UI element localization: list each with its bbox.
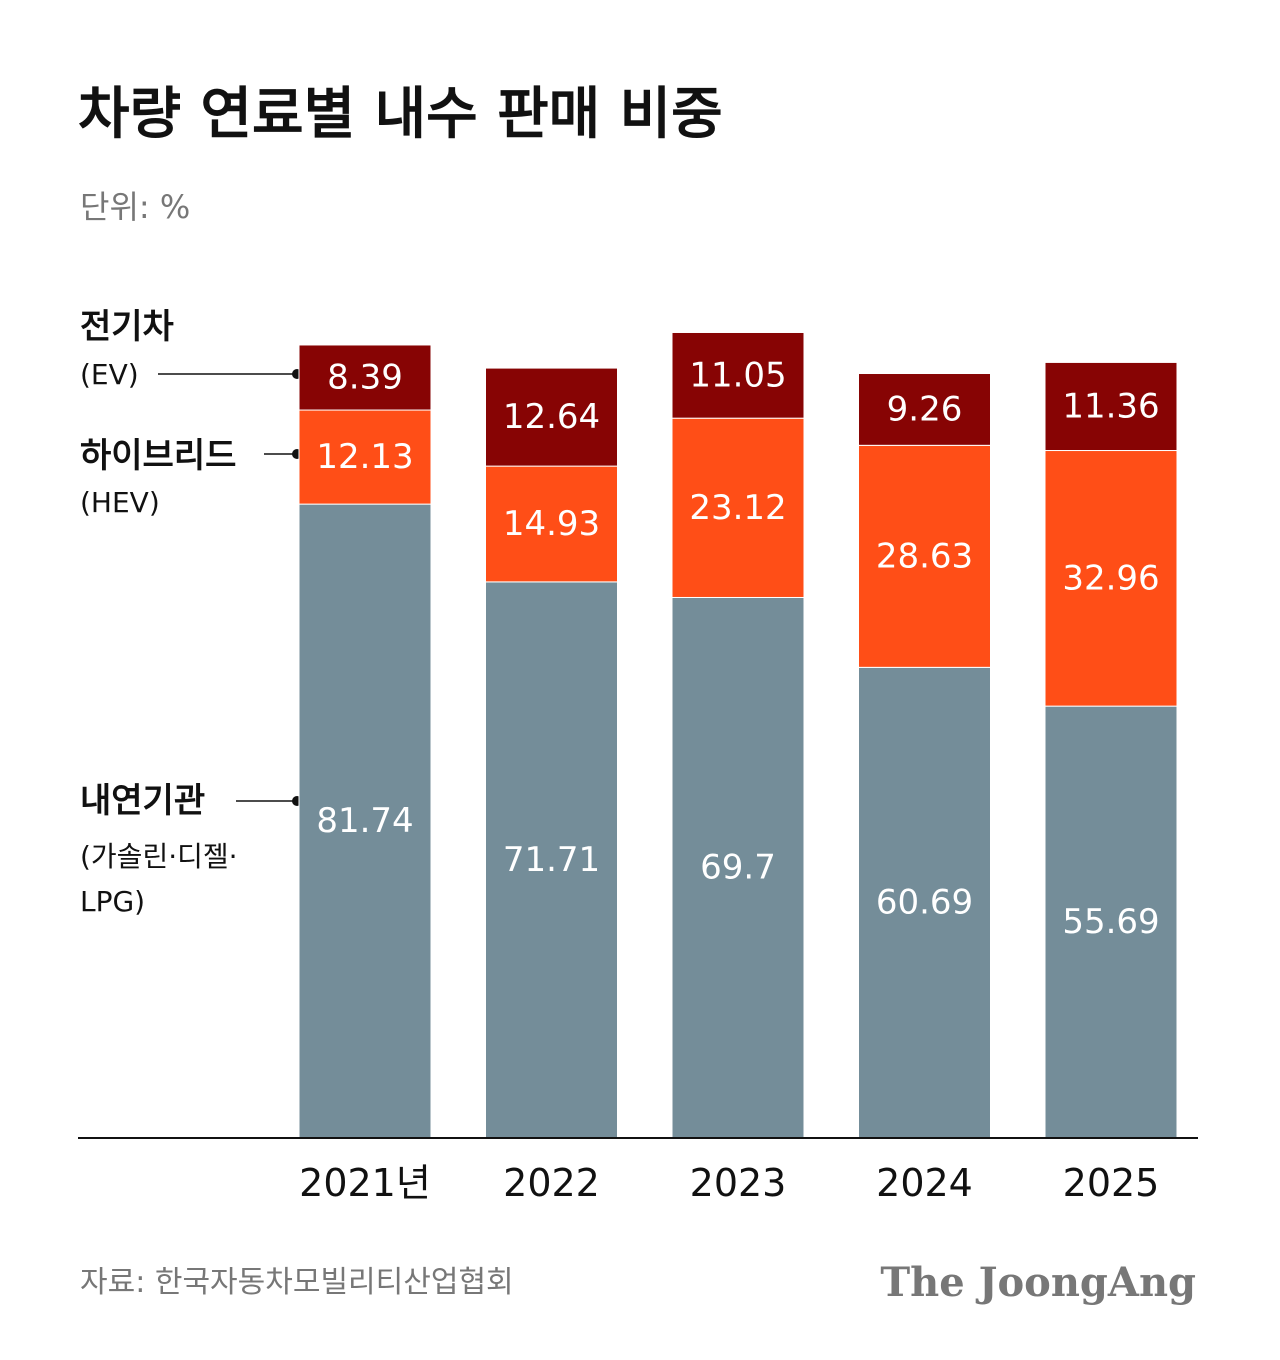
data-label-hev: 23.12	[689, 488, 786, 528]
data-label-ice: 81.74	[316, 801, 413, 841]
data-label-ice: 60.69	[876, 883, 973, 923]
legend-hev-name: 하이브리드	[80, 436, 236, 476]
data-label-ev: 8.39	[327, 358, 403, 398]
bar-ice	[1044, 705, 1178, 1139]
legend-ev-sub: (EV)	[80, 358, 139, 391]
legend-ice-sub2: LPG)	[80, 885, 145, 918]
legend-ev: 전기차 (EV)	[80, 307, 302, 391]
x-tick-label: 2021년	[299, 1161, 431, 1205]
data-label-ev: 11.36	[1062, 386, 1159, 426]
data-label-hev: 32.96	[1062, 558, 1159, 598]
data-label-ice: 69.7	[700, 848, 776, 888]
bars: 81.74 12.13 8.39 71.71 14.93 12.64 69.7 23.12 11…	[298, 331, 1178, 1139]
bar-ev	[1044, 361, 1178, 452]
data-label-ice: 71.71	[503, 840, 600, 880]
data-label-hev: 12.13	[316, 437, 413, 477]
x-tick-label: 2022	[503, 1161, 600, 1205]
bar-ice	[858, 666, 991, 1139]
legend-ice: 내연기관 (가솔린·디젤· LPG)	[80, 781, 302, 918]
data-label-hev: 14.93	[503, 504, 600, 544]
x-tick-label: 2025	[1063, 1161, 1160, 1205]
legend-ice-sub1: (가솔린·디젤·	[80, 840, 238, 873]
x-tick-label: 2023	[690, 1161, 787, 1205]
bar-hev	[858, 444, 991, 668]
legend-ice-name: 내연기관	[80, 781, 205, 821]
bar-hev	[671, 417, 805, 598]
x-tick-label: 2024	[876, 1161, 973, 1205]
bar-ev	[858, 373, 991, 446]
source-note: 자료: 한국자동차모빌리티산업협회	[80, 1265, 514, 1300]
bar-ev	[485, 367, 618, 467]
bar-hev	[1044, 450, 1178, 707]
legend-ev-name: 전기차	[80, 307, 174, 347]
legend-hev: 하이브리드 (HEV)	[80, 436, 302, 519]
logo: The JoongAng	[880, 1259, 1196, 1306]
data-label-hev: 28.63	[876, 536, 973, 576]
x-tick-labels: 2021년 2022 2023 2024 2025	[299, 1161, 1159, 1205]
bar-ev	[298, 344, 432, 411]
data-label-ice: 55.69	[1062, 902, 1159, 942]
legend-hev-sub: (HEV)	[80, 486, 160, 519]
bar-hev	[485, 465, 618, 583]
bar-ev	[671, 331, 805, 419]
data-label-ev: 12.64	[503, 397, 600, 437]
chart-title: 차량 연료별 내수 판매 비중	[78, 82, 723, 147]
bar-hev	[298, 409, 432, 505]
data-label-ev: 9.26	[887, 389, 963, 429]
bar-ice	[485, 581, 618, 1139]
data-label-ev: 11.05	[689, 355, 786, 395]
unit-label: 단위: %	[80, 188, 190, 226]
bar-ice	[298, 503, 432, 1139]
